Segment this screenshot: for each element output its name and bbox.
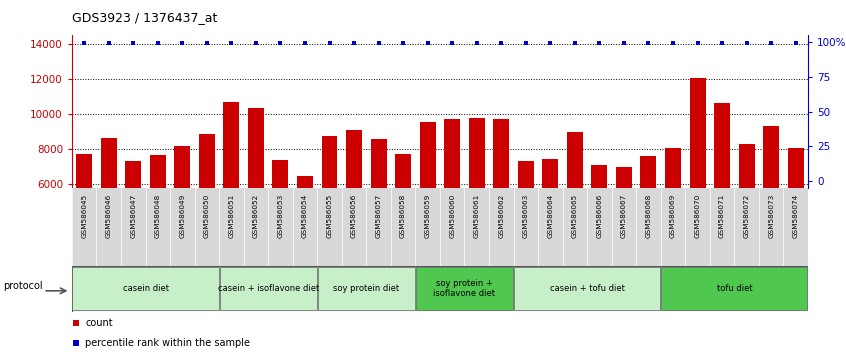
Text: GSM586064: GSM586064 — [547, 194, 553, 238]
Text: GSM586048: GSM586048 — [155, 194, 161, 238]
Text: GSM586070: GSM586070 — [695, 194, 700, 238]
Bar — [101, 138, 117, 289]
Text: GSM586051: GSM586051 — [228, 194, 234, 238]
Text: GSM586056: GSM586056 — [351, 194, 357, 238]
Bar — [272, 160, 288, 289]
Bar — [616, 167, 632, 289]
Bar — [640, 156, 656, 289]
Text: GSM586062: GSM586062 — [498, 194, 504, 238]
Text: GSM586045: GSM586045 — [81, 194, 87, 238]
Text: GSM586067: GSM586067 — [621, 194, 627, 238]
Bar — [297, 176, 313, 289]
Text: GSM586057: GSM586057 — [376, 194, 382, 238]
Text: GSM586068: GSM586068 — [645, 194, 651, 238]
Bar — [73, 267, 218, 310]
Text: GSM586053: GSM586053 — [277, 194, 283, 238]
Text: GSM586055: GSM586055 — [327, 194, 332, 238]
Text: GSM586066: GSM586066 — [596, 194, 602, 238]
Text: percentile rank within the sample: percentile rank within the sample — [85, 338, 250, 348]
Bar — [469, 118, 485, 289]
Bar — [514, 267, 660, 310]
Text: GSM586050: GSM586050 — [204, 194, 210, 238]
Bar — [248, 108, 264, 289]
Bar — [420, 122, 436, 289]
Bar — [321, 136, 338, 289]
Bar — [416, 267, 513, 310]
Text: GSM586072: GSM586072 — [744, 194, 750, 238]
Text: GSM586063: GSM586063 — [523, 194, 529, 238]
Bar — [223, 102, 239, 289]
Text: GSM586058: GSM586058 — [400, 194, 406, 238]
Bar — [76, 154, 92, 289]
Text: protocol: protocol — [3, 281, 43, 291]
Bar — [395, 154, 411, 289]
Bar — [763, 126, 779, 289]
Text: tofu diet: tofu diet — [717, 284, 752, 293]
Text: soy protein diet: soy protein diet — [333, 284, 399, 293]
Text: GSM586054: GSM586054 — [302, 194, 308, 238]
Bar — [591, 165, 607, 289]
Text: casein + tofu diet: casein + tofu diet — [550, 284, 624, 293]
Text: GSM586049: GSM586049 — [179, 194, 185, 238]
Bar — [739, 144, 755, 289]
Bar — [714, 103, 730, 289]
Text: GSM586047: GSM586047 — [130, 194, 136, 238]
Text: count: count — [85, 318, 113, 329]
Bar — [371, 139, 387, 289]
Bar — [220, 267, 316, 310]
Text: GSM586052: GSM586052 — [253, 194, 259, 238]
Bar — [567, 132, 583, 289]
Bar — [518, 160, 534, 289]
Bar — [199, 134, 215, 289]
Text: GSM586059: GSM586059 — [425, 194, 431, 238]
Text: GSM586071: GSM586071 — [719, 194, 725, 238]
Text: GSM586074: GSM586074 — [793, 194, 799, 238]
Text: casein + isoflavone diet: casein + isoflavone diet — [217, 284, 319, 293]
Bar — [542, 159, 558, 289]
Bar — [174, 145, 190, 289]
Text: GSM586061: GSM586061 — [474, 194, 480, 238]
Text: GSM586046: GSM586046 — [106, 194, 112, 238]
Bar — [150, 155, 166, 289]
Bar — [125, 161, 141, 289]
Bar — [318, 267, 415, 310]
Bar — [346, 130, 362, 289]
Text: GSM586073: GSM586073 — [768, 194, 774, 238]
Text: soy protein +
isoflavone diet: soy protein + isoflavone diet — [433, 279, 496, 298]
Bar — [444, 119, 460, 289]
Text: GDS3923 / 1376437_at: GDS3923 / 1376437_at — [72, 11, 217, 24]
Bar — [662, 267, 807, 310]
Bar — [788, 148, 804, 289]
Text: GSM586065: GSM586065 — [572, 194, 578, 238]
Text: GSM586060: GSM586060 — [449, 194, 455, 238]
Bar — [665, 148, 681, 289]
Bar — [493, 119, 509, 289]
Text: GSM586069: GSM586069 — [670, 194, 676, 238]
Bar — [689, 78, 706, 289]
Text: casein diet: casein diet — [123, 284, 168, 293]
